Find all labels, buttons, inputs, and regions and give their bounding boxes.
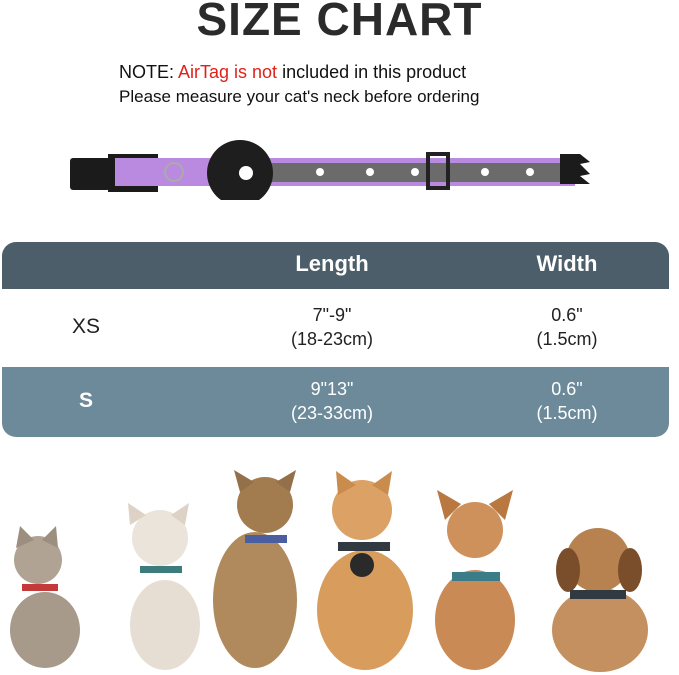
d-ring — [164, 162, 184, 182]
header-length: Length — [295, 251, 369, 276]
pets-photo — [10, 470, 648, 672]
cat-orange — [317, 471, 413, 670]
size-label: S — [78, 389, 93, 412]
width-cm: (1.5cm) — [536, 403, 598, 423]
width-value: 0.6" (1.5cm) — [482, 377, 652, 425]
dog-puppy — [552, 528, 648, 672]
width-cm: (1.5cm) — [536, 329, 598, 349]
length-value: 7"-9" (18-23cm) — [247, 303, 417, 351]
length-cm: (18-23cm) — [290, 329, 374, 349]
size-table: Length Width XS 7"-9" (18-23cm) 0.6" (1.5c… — [2, 242, 669, 437]
note-suffix: included in this product — [277, 62, 467, 82]
note-text: NOTE: AirTag is not included in this pro… — [119, 62, 466, 83]
measure-note: Please measure your cat's neck before or… — [119, 87, 480, 106]
paw-print-icons — [316, 168, 534, 176]
length-cm: (23-33cm) — [290, 403, 374, 423]
collar-image — [70, 140, 590, 200]
length-value: 9"13" (23-33cm) — [247, 377, 417, 425]
buckle-female — [70, 158, 110, 190]
width-value: 0.6" (1.5cm) — [482, 303, 652, 351]
header-width: Width — [536, 251, 598, 276]
width-in: 0.6" — [551, 305, 583, 325]
dog-chihuahua — [435, 490, 515, 670]
page-title: SIZE CHART — [196, 0, 483, 45]
length-in: 7"-9" — [312, 305, 352, 325]
note-prefix: NOTE: — [119, 62, 179, 82]
length-in: 9"13" — [310, 379, 354, 399]
note-highlight: AirTag is not — [178, 62, 278, 82]
kitten-2 — [128, 503, 200, 670]
width-in: 0.6" — [551, 379, 583, 399]
size-label: XS — [71, 315, 100, 338]
table-row: S 9"13" (23-33cm) 0.6" (1.5cm) — [2, 367, 669, 437]
table-row: XS 7"-9" (18-23cm) 0.6" (1.5cm) — [2, 289, 669, 365]
buckle-male — [560, 154, 590, 184]
kitten-1 — [10, 526, 80, 668]
cat-bengal — [213, 470, 297, 668]
slider-buckle — [426, 152, 450, 190]
table-header: Length Width — [2, 242, 669, 289]
